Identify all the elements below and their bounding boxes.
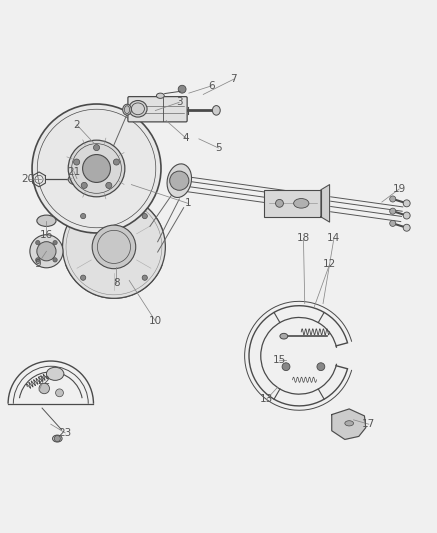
Ellipse shape — [46, 367, 64, 381]
Text: 14: 14 — [327, 233, 340, 243]
Circle shape — [390, 220, 396, 227]
Text: 17: 17 — [362, 419, 375, 429]
Bar — [264, 190, 321, 217]
Text: 18: 18 — [297, 233, 310, 243]
Circle shape — [81, 182, 87, 189]
Ellipse shape — [129, 101, 147, 117]
Text: 5: 5 — [215, 143, 222, 153]
Circle shape — [106, 182, 112, 189]
Circle shape — [142, 275, 147, 280]
Text: 22: 22 — [37, 376, 50, 386]
Text: 15: 15 — [273, 355, 286, 365]
Ellipse shape — [276, 199, 284, 207]
Circle shape — [68, 140, 125, 197]
Ellipse shape — [167, 164, 191, 198]
Ellipse shape — [156, 93, 164, 99]
Circle shape — [178, 85, 186, 93]
Circle shape — [39, 383, 49, 394]
Text: 9: 9 — [35, 260, 41, 269]
Circle shape — [282, 363, 290, 370]
Ellipse shape — [280, 333, 288, 339]
Circle shape — [53, 257, 57, 262]
Ellipse shape — [212, 106, 220, 115]
Circle shape — [390, 208, 396, 214]
Text: 23: 23 — [59, 428, 72, 438]
Circle shape — [36, 257, 40, 262]
Text: 1: 1 — [185, 198, 191, 208]
Ellipse shape — [37, 215, 56, 227]
Circle shape — [53, 240, 57, 245]
Circle shape — [80, 214, 86, 219]
Circle shape — [403, 212, 410, 219]
Circle shape — [36, 240, 40, 245]
Text: 16: 16 — [40, 230, 53, 240]
Circle shape — [62, 196, 165, 298]
Ellipse shape — [68, 174, 86, 185]
Circle shape — [390, 196, 396, 202]
Text: 21: 21 — [67, 166, 80, 176]
Circle shape — [80, 275, 86, 280]
Circle shape — [54, 435, 60, 442]
Circle shape — [403, 224, 410, 231]
Circle shape — [142, 214, 147, 219]
Text: 3: 3 — [176, 98, 183, 107]
Circle shape — [37, 241, 56, 261]
Polygon shape — [321, 184, 329, 222]
Ellipse shape — [52, 435, 62, 442]
Ellipse shape — [123, 104, 132, 115]
Circle shape — [170, 171, 189, 190]
Circle shape — [92, 225, 136, 269]
FancyBboxPatch shape — [128, 96, 187, 122]
Circle shape — [94, 144, 100, 151]
Text: 12: 12 — [323, 260, 336, 269]
Circle shape — [403, 200, 410, 207]
Polygon shape — [33, 172, 45, 187]
Circle shape — [30, 235, 63, 268]
Text: 20: 20 — [21, 174, 34, 184]
Text: 10: 10 — [149, 316, 162, 326]
Text: 19: 19 — [393, 184, 406, 194]
Ellipse shape — [345, 421, 354, 426]
Text: 2: 2 — [73, 120, 80, 130]
Ellipse shape — [294, 199, 309, 208]
Text: 8: 8 — [113, 278, 119, 288]
Text: 4: 4 — [183, 133, 189, 143]
Text: 6: 6 — [208, 80, 215, 91]
Circle shape — [73, 159, 80, 165]
Text: 7: 7 — [230, 74, 237, 84]
Circle shape — [83, 155, 111, 182]
Circle shape — [32, 104, 161, 233]
Circle shape — [317, 363, 325, 370]
Text: 13: 13 — [260, 394, 273, 405]
Polygon shape — [332, 409, 366, 439]
Circle shape — [113, 159, 119, 165]
Circle shape — [55, 389, 63, 397]
